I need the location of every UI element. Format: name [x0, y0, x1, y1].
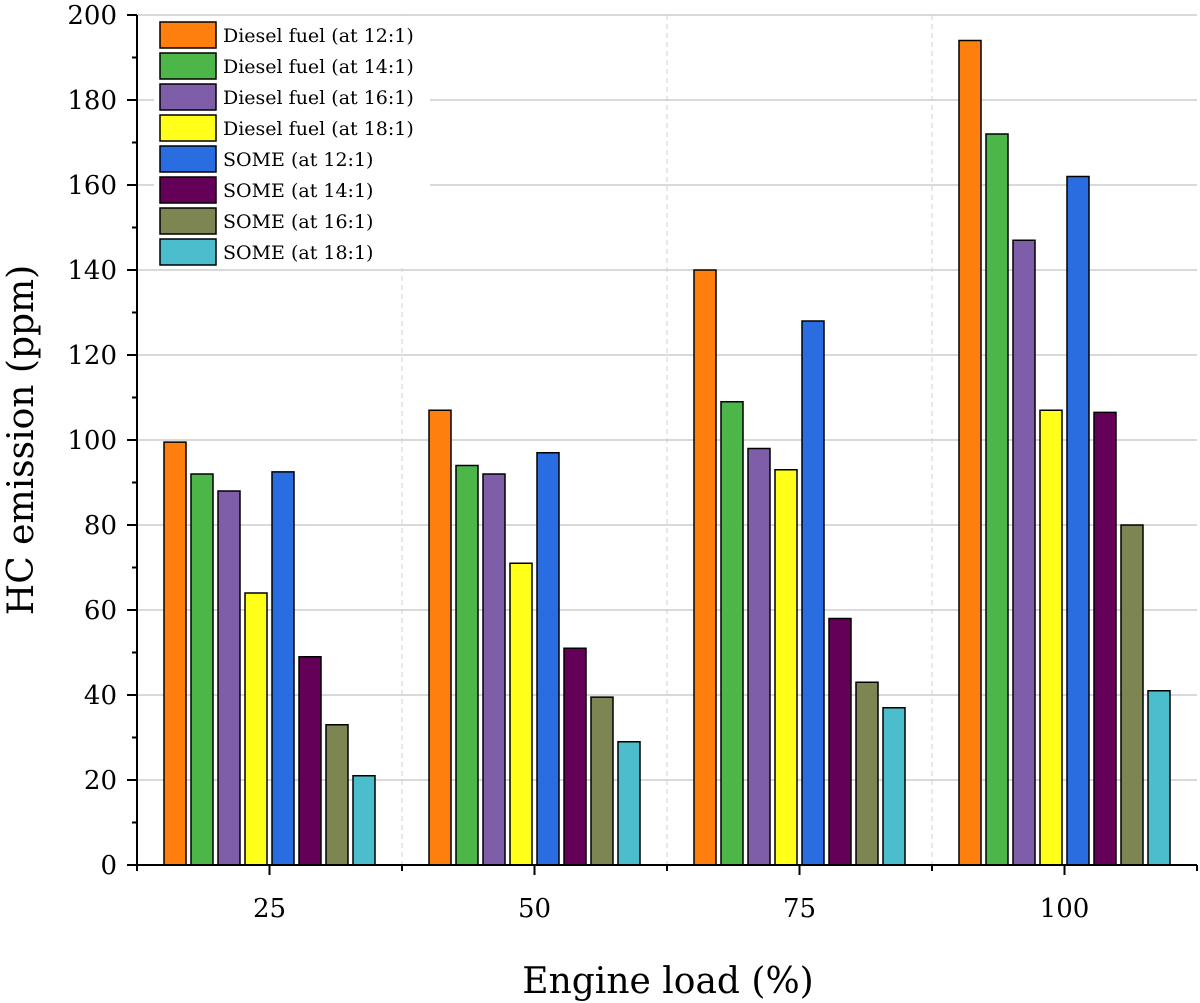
bar: [590, 696, 614, 866]
bar: [455, 464, 479, 866]
bar: [325, 724, 349, 866]
bar: [747, 447, 771, 866]
bar: [882, 707, 906, 866]
y-tick-label: 60: [84, 596, 117, 626]
y-tick-label: 200: [67, 1, 117, 31]
legend-label: Diesel fuel (at 12:1): [223, 25, 414, 47]
legend-label: SOME (at 14:1): [223, 180, 373, 202]
axes: 0 20 40 60 80 100 120 140 160 180 200 25 50 75 100: [67, 1, 1198, 924]
legend-label: Diesel fuel (at 14:1): [223, 56, 414, 78]
x-tick-label: 25: [253, 894, 286, 924]
bar: [1147, 690, 1171, 866]
y-tick-label: 20: [84, 766, 117, 796]
legend-swatch: [159, 238, 217, 266]
bar: [958, 39, 982, 866]
bar: [1120, 524, 1144, 866]
y-tick-label: 80: [84, 511, 117, 541]
y-tick-label: 0: [100, 851, 117, 881]
legend-swatch: [159, 52, 217, 80]
legend-label: SOME (at 16:1): [223, 211, 373, 233]
bar: [190, 473, 214, 866]
bar: [985, 133, 1009, 866]
bar: [1012, 239, 1036, 866]
x-tick-label: 50: [518, 894, 551, 924]
bar: [217, 490, 241, 866]
y-tick-label: 120: [67, 341, 117, 371]
bar: [693, 269, 717, 866]
bar: [163, 441, 187, 866]
bar: [298, 656, 322, 866]
bar: [509, 562, 533, 866]
legend-label: Diesel fuel (at 18:1): [223, 118, 414, 140]
bar: [720, 401, 744, 866]
bar: [352, 775, 376, 866]
bar: [617, 741, 641, 866]
bar: [428, 409, 452, 866]
legend-swatch: [159, 176, 217, 204]
bar: [244, 592, 268, 866]
bar: [828, 617, 852, 866]
bar: [482, 473, 506, 866]
legend-swatch: [159, 114, 217, 142]
legend-swatch: [159, 207, 217, 235]
y-tick-label: 140: [67, 256, 117, 286]
bar: [536, 452, 560, 866]
bar: [563, 647, 587, 866]
legend-label: SOME (at 12:1): [223, 149, 373, 171]
x-tick-label: 100: [1040, 894, 1090, 924]
y-axis-title: HC emission (ppm): [1, 265, 42, 615]
x-axis-title: Engine load (%): [522, 961, 813, 1002]
bar: [855, 681, 879, 866]
y-tick-label: 40: [84, 681, 117, 711]
bar: [1039, 409, 1063, 866]
legend-label: SOME (at 18:1): [223, 242, 373, 264]
x-tick-label: 75: [783, 894, 816, 924]
y-tick-label: 100: [67, 426, 117, 456]
y-tick-label: 180: [67, 86, 117, 116]
legend-swatch: [159, 145, 217, 173]
bar: [774, 469, 798, 866]
bar: [271, 471, 295, 866]
bar: [1093, 411, 1117, 866]
legend: Diesel fuel (at 12:1) Diesel fuel (at 14:…: [154, 16, 430, 268]
y-tick-label: 160: [67, 171, 117, 201]
bar: [1066, 175, 1090, 866]
bar: [801, 320, 825, 866]
legend-swatch: [159, 21, 217, 49]
legend-swatch: [159, 83, 217, 111]
legend-label: Diesel fuel (at 16:1): [223, 87, 414, 109]
